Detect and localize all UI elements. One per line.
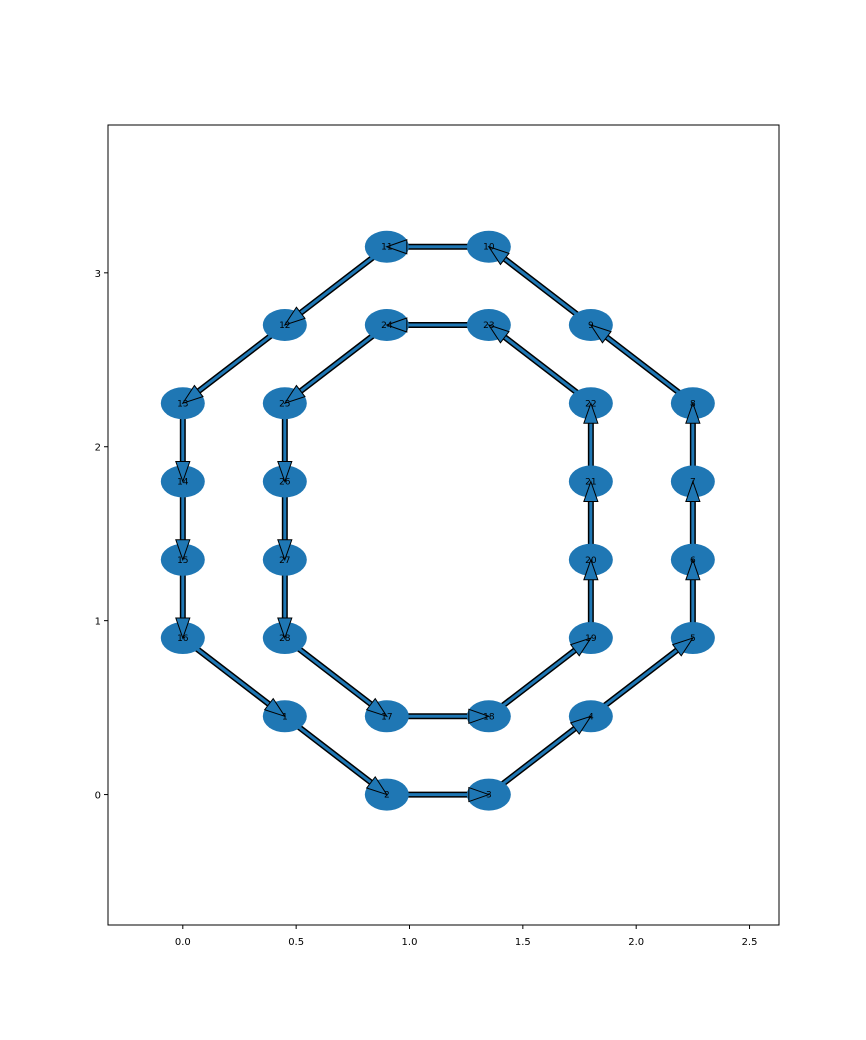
- arrowhead-20-21: [583, 480, 599, 503]
- arrowhead-17-18: [468, 708, 491, 725]
- x-tick-label-0: 0.0: [175, 937, 191, 948]
- arrowhead-27-28: [277, 617, 293, 640]
- node-label-15: 15: [177, 556, 188, 566]
- arrowhead-6-7: [685, 480, 701, 503]
- arrowhead-25-26: [277, 461, 293, 484]
- x-tick-label-5: 2.5: [742, 937, 758, 948]
- arrowhead-4-5: [671, 637, 695, 657]
- edge-22-23: [487, 322, 593, 406]
- edge-28-17: [282, 635, 389, 719]
- node-label-23: 23: [483, 321, 494, 331]
- arrowhead-22-23: [487, 324, 510, 344]
- node-label-2: 2: [384, 791, 390, 801]
- arrowhead-11-12: [283, 306, 306, 326]
- arrowhead-5-6: [685, 558, 701, 581]
- node-label-25: 25: [279, 399, 290, 409]
- edge-24-25: [282, 322, 389, 406]
- node-label-7: 7: [690, 478, 696, 488]
- node-label-21: 21: [585, 478, 596, 488]
- node-label-26: 26: [279, 478, 291, 488]
- arrowhead-7-8: [685, 401, 701, 424]
- edge-18-19: [487, 635, 593, 719]
- x-tick-label-2: 1.0: [402, 937, 418, 948]
- node-label-6: 6: [690, 556, 696, 566]
- arrowhead-10-11: [385, 239, 408, 255]
- node-label-20: 20: [585, 556, 597, 566]
- node-label-22: 22: [585, 399, 596, 409]
- arrowhead-21-22: [583, 401, 599, 424]
- arrowhead-14-15: [175, 539, 191, 562]
- node-label-24: 24: [381, 321, 393, 331]
- x-axis-ticks: 0.0 0.5 1.0 1.5 2.0 2.5: [175, 925, 758, 948]
- arrowhead-24-25: [283, 384, 306, 405]
- arrowhead-18-19: [569, 637, 593, 657]
- node-label-3: 3: [486, 791, 492, 801]
- edge-12-13: [180, 322, 287, 406]
- y-tick-label-0: 0: [95, 791, 101, 802]
- arrowhead-15-16: [175, 617, 191, 640]
- arrowhead-26-27: [277, 539, 293, 562]
- arrowhead-9-10: [487, 245, 510, 266]
- y-tick-label-3: 3: [95, 269, 101, 280]
- node-label-28: 28: [279, 634, 291, 644]
- node-label-27: 27: [279, 556, 290, 566]
- arrowhead-19-20: [583, 558, 599, 581]
- node-label-4: 4: [588, 712, 594, 722]
- node-label-17: 17: [381, 712, 392, 722]
- arrowhead-23-24: [385, 317, 408, 333]
- edge-16-1: [180, 635, 287, 719]
- arrowhead-3-4: [569, 715, 593, 735]
- node-label-9: 9: [588, 321, 594, 331]
- node-label-10: 10: [483, 243, 495, 253]
- plot-frame: [107, 124, 780, 926]
- arrowhead-2-3: [468, 786, 491, 803]
- y-tick-label-1: 1: [95, 617, 101, 628]
- y-tick-label-2: 2: [95, 443, 101, 454]
- x-tick-label-1: 0.5: [288, 937, 304, 948]
- edge-9-10: [487, 244, 593, 328]
- arrows-layer: [175, 239, 701, 803]
- node-label-1: 1: [282, 712, 288, 722]
- node-label-5: 5: [690, 634, 696, 644]
- arrowhead-8-9: [589, 324, 612, 344]
- node-label-18: 18: [483, 712, 495, 722]
- node-label-13: 13: [177, 399, 188, 409]
- node-label-16: 16: [177, 634, 189, 644]
- node-label-19: 19: [585, 634, 597, 644]
- arrowhead-28-17: [365, 697, 389, 718]
- edge-11-12: [282, 244, 389, 328]
- arrowhead-13-14: [175, 461, 191, 484]
- arrowhead-12-13: [181, 384, 204, 405]
- arrowhead-16-1: [263, 697, 287, 718]
- node-label-11: 11: [381, 243, 392, 253]
- edge-1-2: [282, 713, 389, 797]
- edge-8-9: [589, 322, 695, 406]
- node-label-12: 12: [279, 321, 290, 331]
- y-axis-ticks: 0 1 2 3: [95, 269, 108, 802]
- x-tick-label-4: 2.0: [628, 937, 644, 948]
- x-tick-label-3: 1.5: [515, 937, 531, 948]
- node-label-8: 8: [690, 399, 696, 409]
- arrowhead-1-2: [365, 775, 389, 796]
- edge-4-5: [589, 635, 695, 719]
- node-label-14: 14: [177, 478, 189, 488]
- edge-3-4: [487, 713, 593, 797]
